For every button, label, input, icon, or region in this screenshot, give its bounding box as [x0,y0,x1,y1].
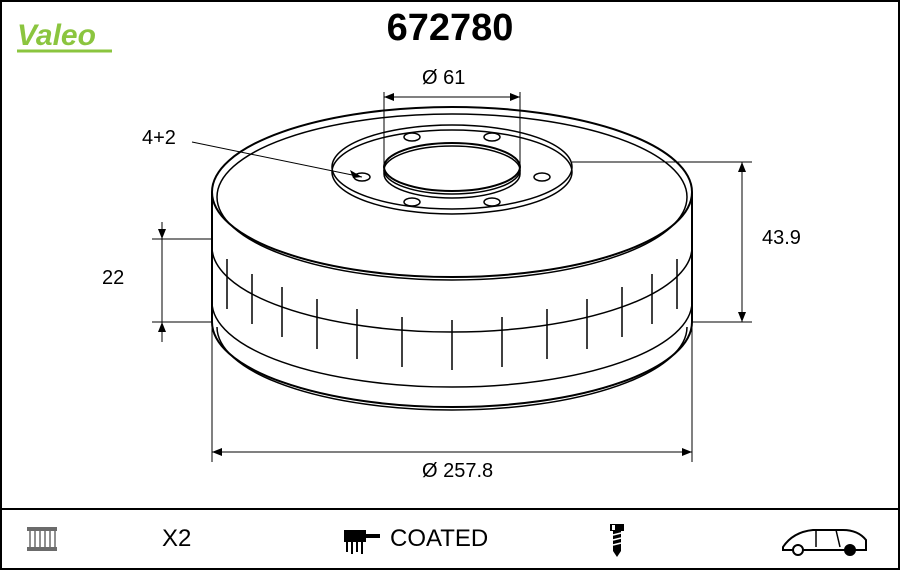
footer-bar: X2 COATED [2,508,898,568]
footer-car-icon [742,522,898,557]
dim-thickness: 22 [102,267,124,290]
footer-disc-icon [2,519,142,559]
technical-drawing [122,62,782,482]
part-number: 672780 [387,7,514,50]
dim-height: 43.9 [762,227,801,250]
dim-outer: Ø 257.8 [422,460,493,483]
svg-text:Valeo: Valeo [17,19,96,52]
dim-holes: 4+2 [142,127,176,150]
footer-screw-icon [582,519,742,559]
dim-bore: Ø 61 [422,67,465,90]
footer-coated: COATED [322,522,582,557]
footer-quantity: X2 [142,525,322,553]
diagram-container: Valeo 672780 [0,0,900,570]
brush-icon [342,522,382,557]
brand-logo: Valeo [17,17,127,57]
